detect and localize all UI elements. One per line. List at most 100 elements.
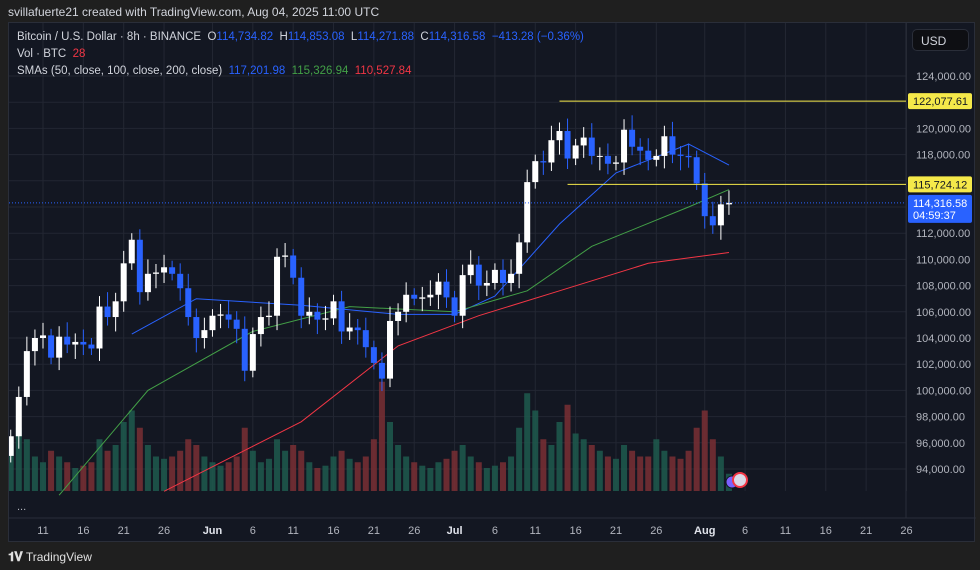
volume-bar [249, 450, 256, 491]
candle-body [572, 145, 579, 159]
volume-bar [88, 462, 95, 491]
sma100-value: 115,326.94 [291, 65, 349, 77]
candle-body [354, 327, 361, 331]
price-tick-label: 102,000.00 [916, 359, 971, 371]
volume-bar [524, 393, 531, 491]
time-tick-label: Aug [694, 525, 715, 537]
volume-bar [64, 462, 71, 491]
time-tick-label: 16 [327, 525, 339, 537]
volume-bar [265, 458, 272, 491]
candle-body [9, 436, 14, 456]
candle-body [661, 136, 668, 156]
candle-body [193, 317, 200, 338]
sma-line-sma50 [131, 143, 730, 335]
time-tick-label: 16 [820, 525, 832, 537]
chart-panel[interactable]: 94,000.00 96,000.00 98,000.00 100,000.00 102… [8, 22, 976, 543]
candle-body [136, 239, 143, 293]
volume-bar [508, 456, 515, 491]
candle-body [217, 314, 224, 316]
volume-bar [314, 468, 321, 491]
volume-bar [475, 462, 482, 491]
candle-body [48, 335, 55, 358]
time-tick-label: 26 [408, 525, 420, 537]
volume-label: Vol · BTC [17, 48, 67, 60]
volume-bar [257, 462, 264, 491]
time-tick-label: 21 [860, 525, 872, 537]
candle-body [23, 351, 30, 397]
candle-body [645, 150, 652, 160]
candle-body [161, 267, 168, 273]
candle-body [233, 319, 240, 329]
candle-body [475, 264, 482, 286]
volume-bar [701, 410, 708, 491]
candle-body [306, 311, 313, 316]
candle-body [467, 264, 474, 276]
volume-row[interactable]: Vol · BTC 28 [17, 46, 584, 63]
volume-bar [370, 439, 377, 491]
currency-button[interactable]: USD [912, 29, 969, 51]
candle-body [491, 269, 498, 283]
candle-body [629, 129, 636, 147]
brand-name: TradingView [25, 550, 92, 564]
volume-bar [209, 462, 216, 491]
volume-bar [201, 456, 208, 491]
candle-body [621, 129, 628, 163]
volume-bar [104, 450, 111, 491]
last-price-badge [908, 194, 972, 223]
volume-bar [330, 456, 337, 491]
candle-body [580, 137, 587, 146]
time-tick-label: 21 [368, 525, 380, 537]
volume-bar [564, 404, 571, 491]
candle-body [669, 136, 676, 155]
candle-body [274, 256, 281, 316]
candle-body [362, 330, 369, 348]
candle-body [701, 183, 708, 217]
candle-body [548, 140, 555, 163]
candle-body [282, 255, 289, 257]
volume-bar [645, 456, 652, 491]
candle-body [298, 277, 305, 316]
price-tick-label: 108,000.00 [916, 281, 971, 293]
candle-body [144, 273, 151, 293]
volume-bar [588, 445, 595, 491]
volume-bar [395, 445, 402, 491]
volume-value: 28 [72, 48, 86, 60]
volume-bar [290, 445, 297, 491]
candle-body [378, 362, 385, 379]
candle-body [419, 297, 426, 299]
footer-brand: 𝟏𝐕 TradingView [8, 549, 92, 565]
more-indicators[interactable]: ... [17, 501, 27, 513]
candle-body [80, 341, 87, 345]
symbol-row[interactable]: Bitcoin / U.S. Dollar · 8h · BINANCE O11… [17, 29, 584, 46]
candle-body [395, 311, 402, 321]
volume-bar [435, 462, 442, 491]
last-price-label: 114,316.58 [913, 198, 967, 210]
time-tick-label: 21 [610, 525, 622, 537]
candle-body [201, 330, 208, 338]
volume-bar [661, 450, 668, 491]
volume-bar [338, 450, 345, 491]
volume-bar [677, 458, 684, 491]
candle-body [265, 315, 272, 318]
volume-bar [443, 458, 450, 491]
volume-bar [427, 468, 434, 491]
price-tick-label: 96,000.00 [916, 438, 965, 450]
candle-body [314, 311, 321, 320]
time-tick-label: 6 [742, 525, 748, 537]
volume-bar [136, 427, 143, 491]
candle-body [257, 317, 264, 335]
candle-body [499, 269, 506, 283]
volume-bar [516, 427, 523, 491]
volume-bar [540, 439, 547, 491]
candle-body [540, 161, 547, 163]
candle-body [112, 301, 119, 318]
volume-bar [459, 445, 466, 491]
volume-bar [241, 427, 248, 491]
level-price-badge [908, 93, 972, 110]
sma200-value: 110,527.84 [354, 65, 412, 77]
volume-bar [378, 381, 385, 491]
sma-row[interactable]: SMAs (50, close, 100, close, 200, close)… [17, 63, 584, 80]
candle-body [387, 320, 394, 379]
volume-bar [346, 458, 353, 491]
price-chart[interactable]: 94,000.00 96,000.00 98,000.00 100,000.00 102… [9, 23, 976, 543]
